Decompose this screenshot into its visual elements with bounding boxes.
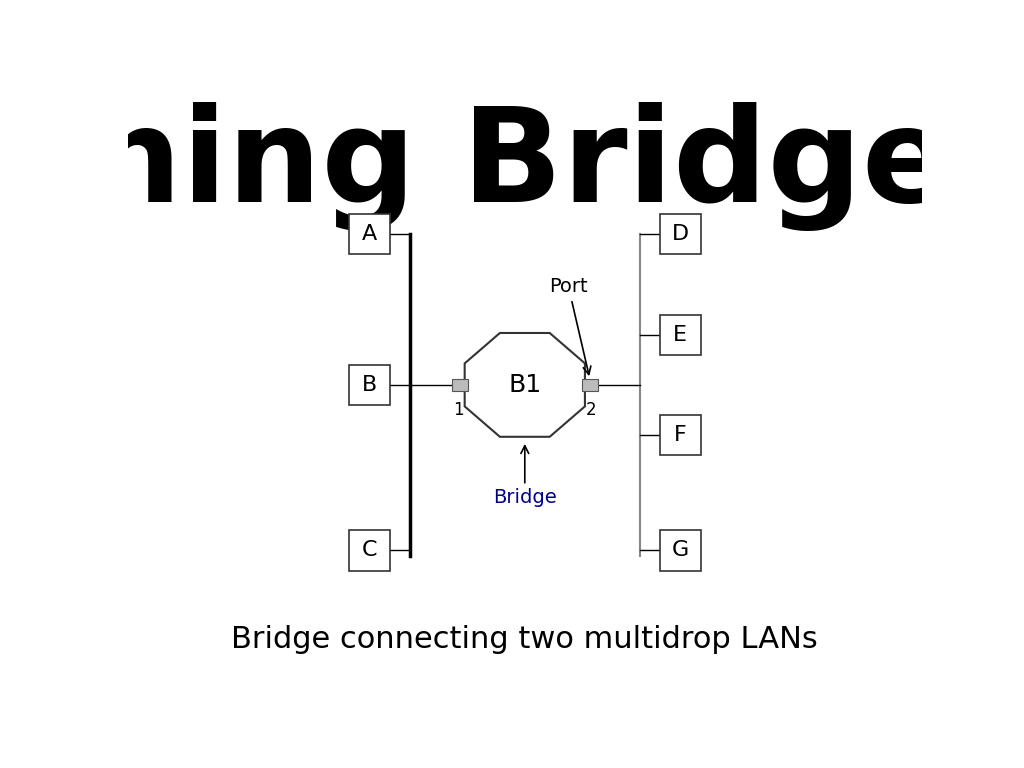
Text: Bridge: Bridge <box>493 445 557 508</box>
FancyBboxPatch shape <box>659 415 701 455</box>
FancyBboxPatch shape <box>659 214 701 254</box>
Polygon shape <box>465 333 585 437</box>
FancyBboxPatch shape <box>452 379 468 391</box>
Text: E: E <box>674 325 687 345</box>
Text: 1: 1 <box>453 402 464 419</box>
Text: F: F <box>674 425 687 445</box>
Text: C: C <box>361 541 377 561</box>
FancyBboxPatch shape <box>582 379 598 391</box>
Text: B1: B1 <box>508 373 542 397</box>
FancyBboxPatch shape <box>348 365 390 405</box>
FancyBboxPatch shape <box>659 315 701 355</box>
Text: Learning Bridges (1): Learning Bridges (1) <box>0 101 1024 230</box>
Text: Bridge connecting two multidrop LANs: Bridge connecting two multidrop LANs <box>231 624 818 654</box>
Text: A: A <box>361 224 377 244</box>
Text: B: B <box>361 375 377 395</box>
Text: 2: 2 <box>586 402 597 419</box>
Text: D: D <box>672 224 689 244</box>
FancyBboxPatch shape <box>659 531 701 571</box>
FancyBboxPatch shape <box>348 214 390 254</box>
FancyBboxPatch shape <box>348 531 390 571</box>
Text: Port: Port <box>549 277 591 375</box>
Text: G: G <box>672 541 689 561</box>
